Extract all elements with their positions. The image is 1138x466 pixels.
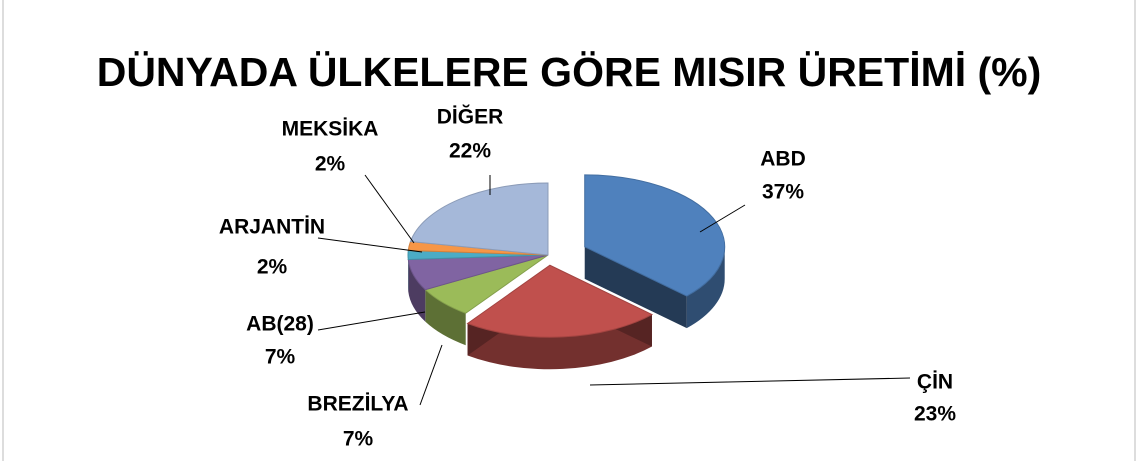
leader-line <box>318 238 422 252</box>
value-label: 2% <box>315 153 346 176</box>
category-label: DİĞER <box>437 105 504 129</box>
value-label: 2% <box>257 256 288 279</box>
leader-line <box>318 312 425 330</box>
category-label: AB(28) <box>246 313 314 336</box>
leader-line <box>365 175 414 243</box>
value-label: 23% <box>914 403 956 426</box>
value-label: 37% <box>762 181 804 204</box>
value-label: 22% <box>449 140 491 163</box>
leader-line <box>590 378 910 385</box>
leader-line <box>420 345 442 405</box>
value-label: 7% <box>343 428 374 451</box>
value-label: 7% <box>265 346 296 369</box>
chart-title: DÜNYADA ÜLKELERE GÖRE MISIR ÜRETİMİ (%) <box>97 49 1042 95</box>
category-label: MEKSİKA <box>282 118 379 141</box>
category-label: ARJANTİN <box>219 216 325 239</box>
category-label: BREZİLYA <box>307 393 408 416</box>
category-label: ÇİN <box>917 371 953 394</box>
category-label: ABD <box>760 148 806 171</box>
